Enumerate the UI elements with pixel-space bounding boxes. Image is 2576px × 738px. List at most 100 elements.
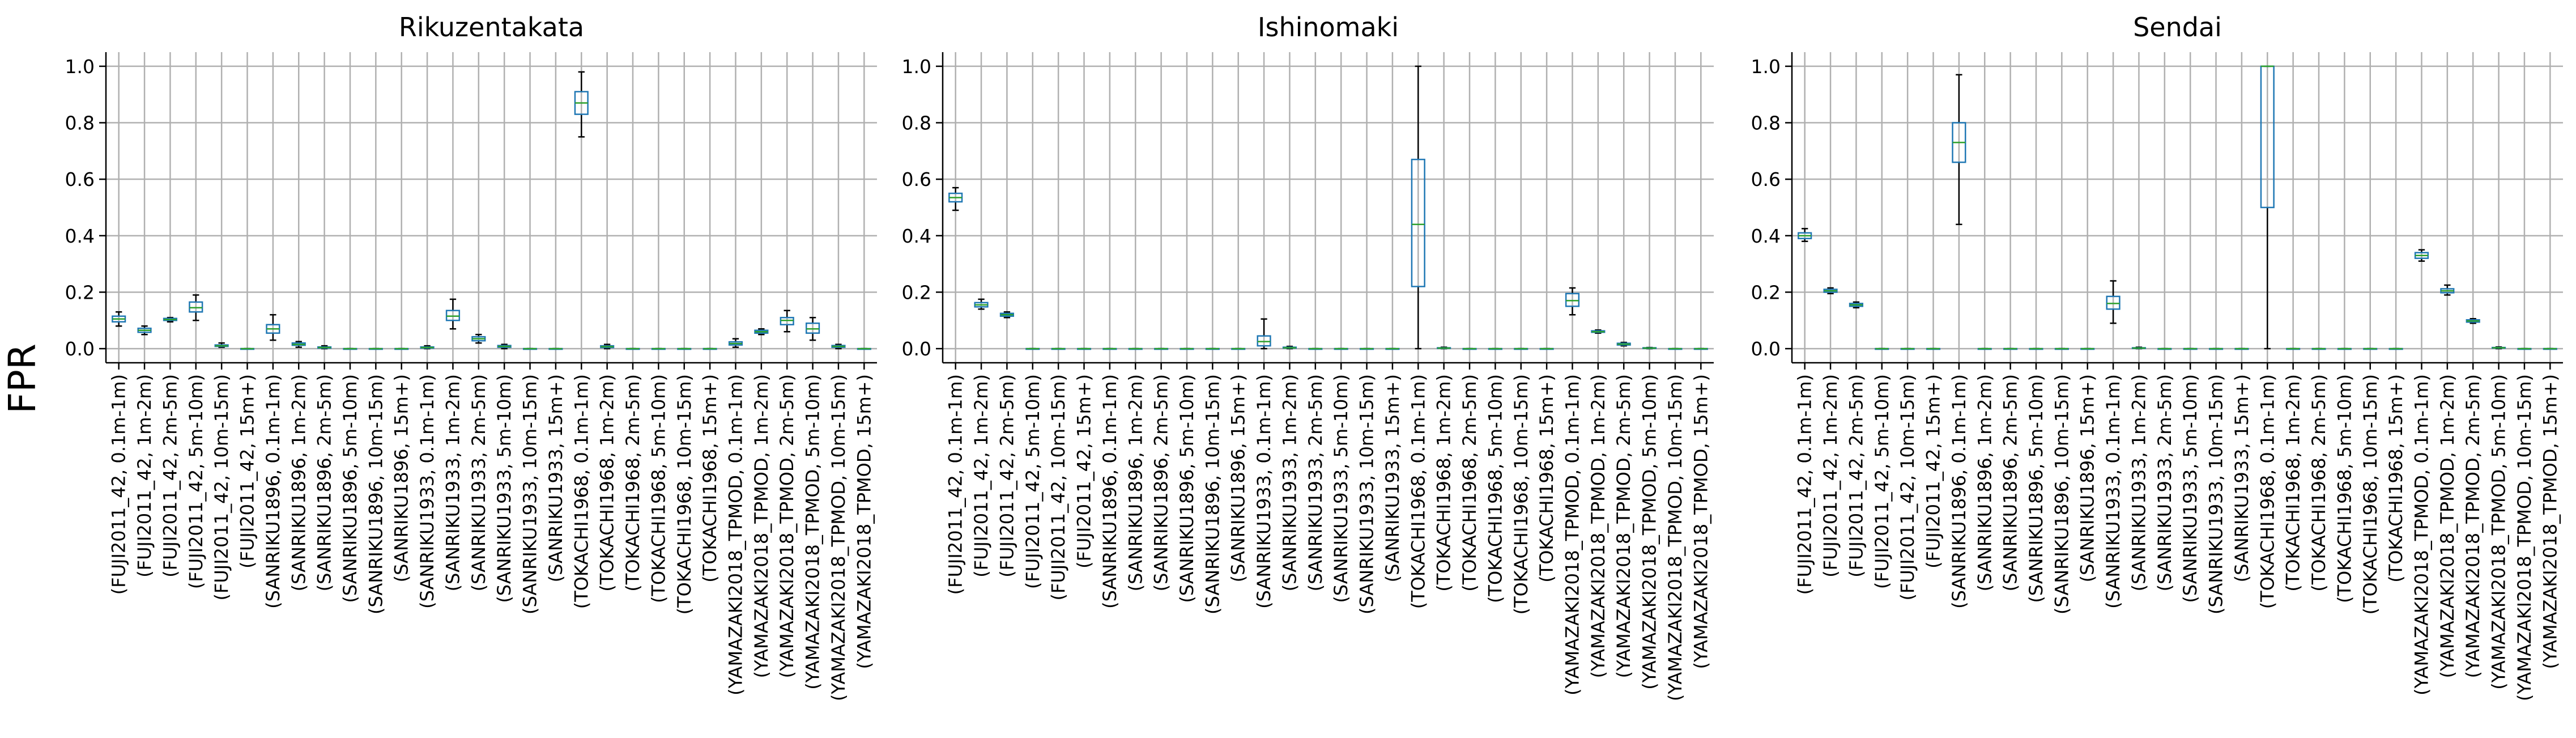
x-tick-label: (FUJI2011_42, 0.1m-1m)	[945, 374, 966, 595]
box-plot	[2414, 249, 2429, 262]
x-tick-label: (SANRIKU1896, 10m-15m)	[365, 374, 386, 614]
x-tick-label: (TOKACHI1968, 1m-2m)	[2283, 374, 2304, 592]
x-tick-label: (TOKACHI1968, 15m+)	[699, 374, 721, 583]
box-plot	[1952, 74, 1966, 226]
x-tick-label: (SANRIKU1896, 1m-2m)	[1125, 374, 1146, 591]
x-tick-label: (FUJI2011_42, 1m-2m)	[134, 374, 155, 578]
x-tick-label: (SANRIKU1896, 0.1m-1m)	[1099, 374, 1121, 609]
x-tick-label: (TOKACHI1968, 5m-10m)	[1484, 374, 1506, 603]
y-tick-label: 1.0	[1751, 56, 1781, 78]
y-tick-label: 0.4	[902, 225, 931, 247]
x-tick-label: (TOKACHI1968, 1m-2m)	[1433, 374, 1455, 592]
box-plot	[1798, 228, 1812, 243]
x-tick-label: (SANRIKU1933, 5m-10m)	[2179, 374, 2201, 603]
x-tick-label: (SANRIKU1896, 5m-10m)	[2025, 374, 2047, 603]
box-plot	[600, 343, 615, 350]
x-tick-label: (FUJI2011_42, 10m-15m)	[1897, 374, 1918, 601]
x-tick-label: (SANRIKU1896, 0.1m-1m)	[1948, 374, 1970, 609]
box-plot	[1849, 301, 1864, 309]
box-plot	[1411, 65, 1425, 350]
x-tick-label: (SANRIKU1896, 5m-10m)	[1176, 374, 1198, 603]
x-tick-label: (FUJI2011_42, 5m-10m)	[185, 374, 207, 589]
box-plot	[1616, 341, 1631, 347]
x-tick-label: (SANRIKU1933, 2m-5m)	[1305, 374, 1326, 591]
x-tick-label: (YAMAZAKI2018_TPMOD, 5m-10m)	[802, 374, 824, 690]
box-plot	[1591, 329, 1606, 334]
box-plot	[754, 328, 769, 336]
x-tick-label: (SANRIKU1896, 2m-5m)	[2000, 374, 2021, 591]
box-plot	[214, 342, 229, 348]
x-tick-label: (SANRIKU1933, 15m+)	[545, 374, 567, 582]
box-plot	[189, 294, 203, 321]
x-tick-label: (FUJI2011_42, 2m-5m)	[1845, 374, 1867, 578]
x-tick-label: (YAMAZAKI2018_TPMOD, 10m-15m)	[1664, 374, 1686, 701]
box-plot	[1565, 287, 1580, 316]
x-tick-label: (FUJI2011_42, 1m-2m)	[1820, 374, 1841, 578]
chart-title: Sendai	[2133, 12, 2222, 43]
box-plot	[420, 345, 435, 350]
x-tick-label: (SANRIKU1896, 5m-10m)	[339, 374, 361, 603]
box-plot	[266, 314, 280, 341]
x-tick-label: (TOKACHI1968, 15m+)	[1536, 374, 1557, 583]
x-tick-label: (SANRIKU1896, 15m+)	[1228, 374, 1249, 582]
y-tick-label: 0.4	[65, 225, 95, 247]
x-tick-label: (YAMAZAKI2018_TPMOD, 15m+)	[853, 374, 875, 669]
x-tick-label: (YAMAZAKI2018_TPMOD, 5m-10m)	[2488, 374, 2510, 690]
x-tick-label: (TOKACHI1968, 5m-10m)	[2334, 374, 2355, 603]
box-iqr	[1411, 159, 1425, 287]
box-plot	[497, 343, 512, 350]
box-plot	[2260, 65, 2275, 350]
box-plot	[163, 317, 178, 323]
x-tick-label: (SANRIKU1933, 0.1m-1m)	[416, 374, 438, 609]
x-tick-label: (YAMAZAKI2018_TPMOD, 10m-15m)	[828, 374, 849, 701]
x-tick-label: (SANRIKU1933, 10m-15m)	[1356, 374, 1378, 614]
x-tick-label: (SANRIKU1933, 0.1m-1m)	[2102, 374, 2124, 609]
chart-title: Rikuzentakata	[399, 12, 584, 43]
y-tick-label: 0.8	[1751, 112, 1781, 134]
box-plot	[2131, 346, 2147, 350]
x-tick-label: (SANRIKU1896, 2m-5m)	[314, 374, 335, 591]
x-tick-label: (SANRIKU1896, 1m-2m)	[1974, 374, 1995, 591]
box-plot	[1257, 318, 1271, 350]
x-tick-label: (YAMAZAKI2018_TPMOD, 15m+)	[2539, 374, 2561, 669]
box-plot	[137, 325, 152, 336]
x-tick-label: (YAMAZAKI2018_TPMOD, 1m-2m)	[2437, 374, 2458, 678]
x-tick-label: (FUJI2011_42, 15m+)	[1074, 374, 1095, 569]
x-tick-label: (SANRIKU1896, 10m-15m)	[2051, 374, 2072, 614]
x-tick-label: (SANRIKU1896, 2m-5m)	[1151, 374, 1172, 591]
y-tick-label: 0.6	[65, 168, 95, 190]
x-tick-label: (TOKACHI1968, 1m-2m)	[597, 374, 618, 592]
y-tick-label: 0.0	[1751, 338, 1781, 360]
x-tick-label: (SANRIKU1933, 2m-5m)	[2154, 374, 2175, 591]
x-tick-label: (FUJI2011_42, 2m-5m)	[996, 374, 1017, 578]
y-tick-label: 0.0	[65, 338, 95, 360]
x-tick-label: (SANRIKU1933, 10m-15m)	[520, 374, 541, 614]
x-tick-label: (SANRIKU1933, 10m-15m)	[2205, 374, 2227, 614]
box-plot	[2440, 284, 2455, 296]
y-tick-label: 1.0	[65, 56, 95, 78]
box-plot	[805, 317, 820, 341]
x-tick-label: (TOKACHI1968, 2m-5m)	[1459, 374, 1480, 592]
x-tick-label: (FUJI2011_42, 0.1m-1m)	[1794, 374, 1816, 595]
x-tick-label: (YAMAZAKI2018_TPMOD, 0.1m-1m)	[2411, 374, 2432, 695]
y-tick-label: 0.0	[902, 338, 931, 360]
x-tick-label: (FUJI2011_42, 10m-15m)	[1048, 374, 1069, 601]
x-tick-label: (SANRIKU1933, 1m-2m)	[1279, 374, 1300, 591]
x-tick-label: (SANRIKU1933, 0.1m-1m)	[1253, 374, 1275, 609]
x-tick-label: (YAMAZAKI2018_TPMOD, 2m-5m)	[2462, 374, 2484, 678]
y-tick-label: 0.2	[1751, 281, 1781, 303]
x-tick-label: (FUJI2011_42, 0.1m-1m)	[108, 374, 130, 595]
box-plot	[1823, 287, 1838, 295]
x-tick-label: (FUJI2011_42, 2m-5m)	[159, 374, 181, 578]
box-plot	[317, 345, 332, 350]
x-tick-label: (YAMAZAKI2018_TPMOD, 10m-15m)	[2514, 374, 2535, 701]
chart-panel-ishinomaki: Ishinomaki 0.0 0.2 0.4 0.6 0.8 1.0 (FUJI2011_42…	[902, 12, 1714, 701]
x-tick-label: (SANRIKU1933, 5m-10m)	[1330, 374, 1352, 603]
y-tick-label: 0.6	[902, 168, 931, 190]
x-tick-label: (TOKACHI1968, 0.1m-1m)	[570, 374, 592, 609]
chart-panel-sendai: Sendai 0.0 0.2 0.4 0.6 0.8 1.0 (FUJI2011_42, 0.…	[1751, 12, 2563, 701]
y-tick-label: 0.2	[902, 281, 931, 303]
x-tick-label: (YAMAZAKI2018_TPMOD, 1m-2m)	[1587, 374, 1609, 678]
x-tick-label: (FUJI2011_42, 5m-10m)	[1871, 374, 1893, 589]
box-plot	[2106, 280, 2121, 324]
